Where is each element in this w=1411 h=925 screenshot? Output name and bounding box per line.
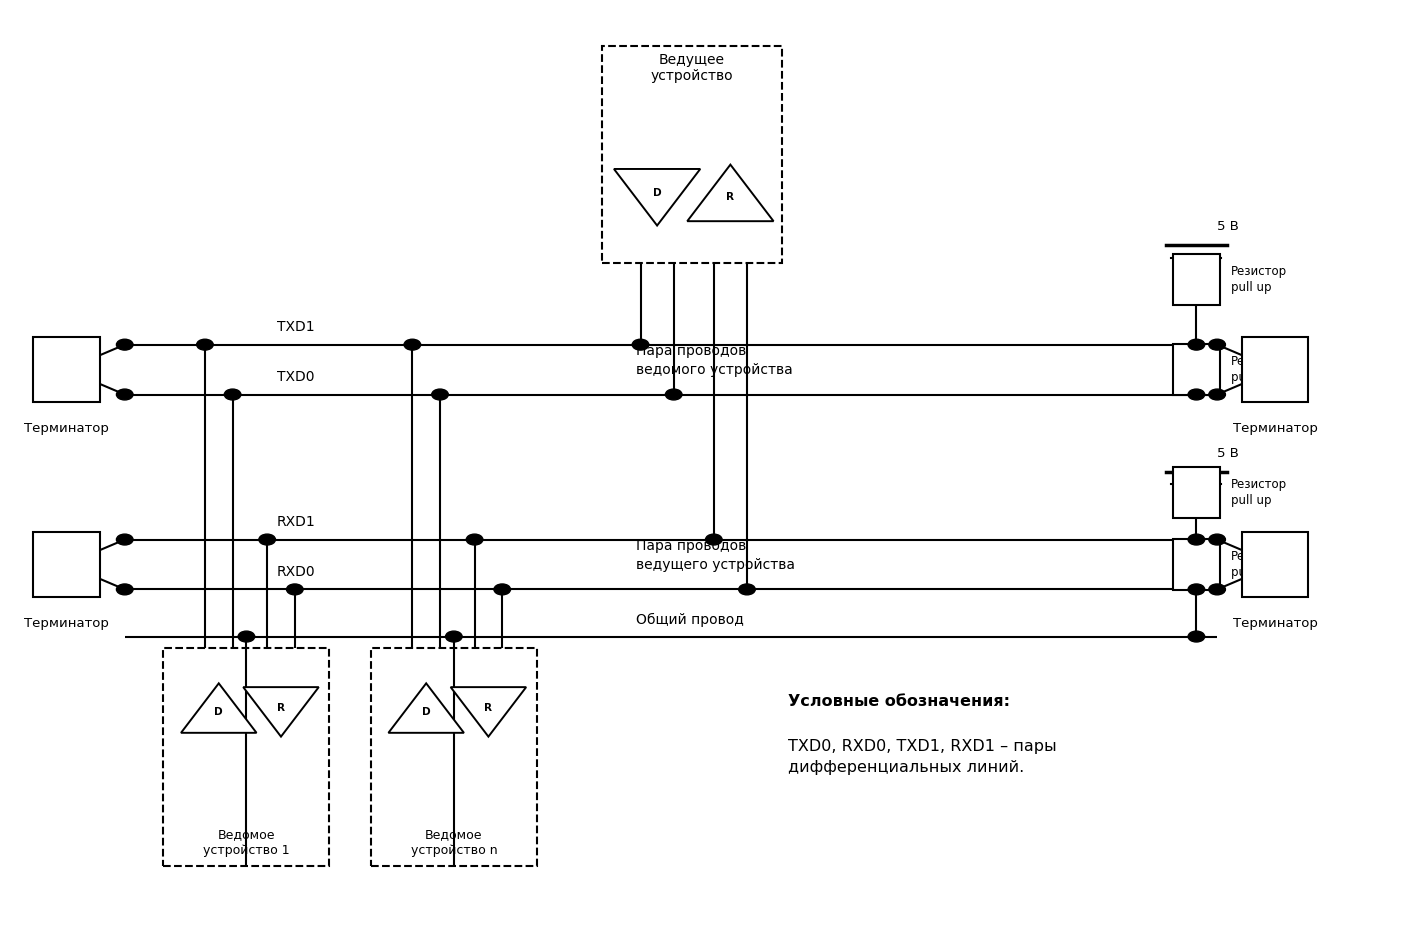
Circle shape [739,584,755,595]
Text: 5 В: 5 В [1218,447,1239,460]
Text: RXD0: RXD0 [277,564,316,578]
Text: Общий провод: Общий провод [636,613,744,627]
Bar [371,648,536,866]
Polygon shape [687,165,773,221]
Bar [164,648,329,866]
Bar [1242,337,1308,402]
Circle shape [117,389,133,400]
Circle shape [632,339,649,350]
Circle shape [1188,339,1205,350]
Bar [1173,254,1221,305]
Circle shape [117,534,133,545]
Circle shape [238,631,255,642]
Text: Резистор
pull up: Резистор pull up [1230,477,1287,507]
Circle shape [117,584,133,595]
Polygon shape [388,684,464,733]
Circle shape [1188,389,1205,400]
Bar [1173,344,1221,395]
Circle shape [1209,584,1225,595]
Text: TXD0: TXD0 [277,370,315,384]
Text: 5 В: 5 В [1218,220,1239,233]
Text: R: R [484,703,492,713]
Polygon shape [614,169,700,226]
Circle shape [117,339,133,350]
Bar [34,532,100,598]
Text: Терминатор: Терминатор [24,617,109,630]
Bar [1242,532,1308,598]
Polygon shape [181,684,257,733]
Text: Резистор
pull down: Резистор pull down [1230,355,1288,384]
Text: Пара проводов
ведомого устройства: Пара проводов ведомого устройства [636,344,793,376]
Text: Резистор
pull down: Резистор pull down [1230,550,1288,579]
Text: R: R [277,703,285,713]
Circle shape [224,389,241,400]
Text: Условные обозначения:: Условные обозначения: [789,694,1010,709]
Text: D: D [214,707,223,717]
Text: TXD1: TXD1 [277,320,315,334]
Text: Ведомое
устройство n: Ведомое устройство n [411,828,497,857]
Circle shape [466,534,483,545]
Bar [1173,467,1221,518]
Text: D: D [653,188,662,198]
Bar [1173,539,1221,590]
Circle shape [1209,389,1225,400]
Text: Пара проводов
ведущего устройства: Пара проводов ведущего устройства [636,539,796,572]
Circle shape [706,534,722,545]
Circle shape [196,339,213,350]
Circle shape [286,584,303,595]
Text: Терминатор: Терминатор [1233,422,1318,435]
Circle shape [404,339,420,350]
Circle shape [258,534,275,545]
Text: D: D [422,707,430,717]
Circle shape [494,584,511,595]
Text: R: R [727,192,734,203]
Text: Ведомое
устройство 1: Ведомое устройство 1 [203,828,289,857]
Text: Ведущее
устройство: Ведущее устройство [650,53,732,83]
Bar [34,337,100,402]
Text: Резистор
pull up: Резистор pull up [1230,265,1287,294]
Circle shape [432,389,449,400]
Circle shape [446,631,463,642]
Polygon shape [450,687,526,736]
Circle shape [666,389,682,400]
Polygon shape [243,687,319,736]
Text: Терминатор: Терминатор [24,422,109,435]
Text: RXD1: RXD1 [277,514,316,529]
Bar [602,45,782,263]
Circle shape [1209,534,1225,545]
Circle shape [1188,534,1205,545]
Circle shape [1188,584,1205,595]
Circle shape [1188,631,1205,642]
Text: TXD0, RXD0, TXD1, RXD1 – пары
дифференциальных линий.: TXD0, RXD0, TXD1, RXD1 – пары дифференци… [789,739,1057,775]
Circle shape [1209,339,1225,350]
Text: Терминатор: Терминатор [1233,617,1318,630]
